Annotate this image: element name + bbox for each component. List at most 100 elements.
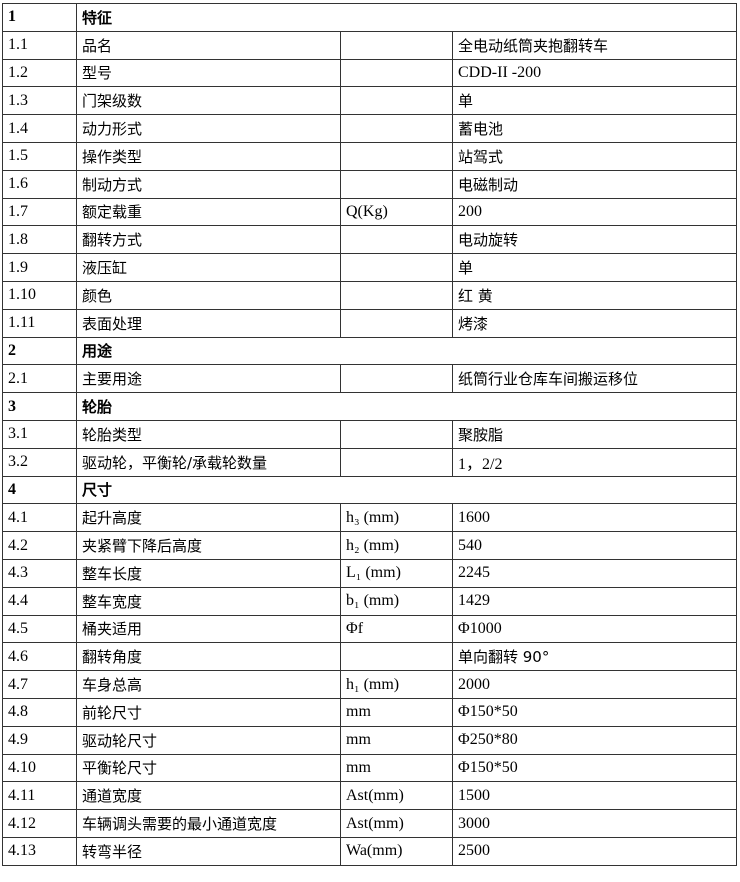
- row-number: 4.1: [2, 503, 77, 533]
- item-unit: Q(Kg): [340, 197, 453, 227]
- table-row: 4.8 前轮尺寸 mm Φ150*50: [2, 697, 738, 727]
- item-name: 表面处理: [76, 308, 341, 338]
- row-number: 4.10: [2, 753, 77, 783]
- section-title: 用途: [75, 336, 738, 366]
- table-row: 4.4 整车宽度 b₁ (mm) 1429: [2, 586, 738, 616]
- table-row: 1.2 型号 CDD-II -200: [2, 58, 738, 88]
- row-number: 1.2: [2, 58, 77, 88]
- row-number: 1.5: [2, 141, 77, 171]
- item-name: 翻转方式: [76, 225, 341, 255]
- row-number: 1.8: [2, 225, 77, 255]
- table-row: 2.1 主要用途 纸筒行业仓库车间搬运移位: [2, 364, 738, 394]
- section-row: 4 尺寸: [2, 475, 738, 505]
- item-unit: [340, 419, 453, 449]
- item-name: 夹紧臂下降后高度: [76, 531, 341, 560]
- item-unit: [340, 308, 453, 338]
- table-row: 1.8 翻转方式 电动旋转: [2, 225, 738, 255]
- item-name: 平衡轮尺寸: [76, 753, 341, 783]
- row-number: 1.10: [2, 280, 77, 310]
- row-number: 4: [2, 475, 77, 505]
- row-number: 4.7: [2, 670, 77, 699]
- item-name: 门架级数: [76, 86, 341, 116]
- item-value: 1，2/2: [451, 447, 738, 477]
- spec-table: 1 特征 1.1 品名 全电动纸筒夹抱翻转车 1.2 型号 CDD-II -200 1.3 门架级…: [2, 3, 738, 866]
- section-title: 特征: [75, 3, 738, 32]
- item-name: 驱动轮尺寸: [76, 725, 341, 755]
- section-row: 1 特征: [2, 3, 738, 32]
- row-number: 1.4: [2, 114, 77, 143]
- row-number: 1.7: [2, 197, 77, 227]
- item-unit: [340, 364, 453, 394]
- item-unit: [340, 58, 453, 88]
- table-row: 4.5 桶夹适用 Φf Φ1000: [2, 614, 738, 644]
- item-value: 纸筒行业仓库车间搬运移位: [451, 364, 738, 394]
- item-value: 烤漆: [451, 308, 738, 338]
- item-value: 聚胺脂: [451, 419, 738, 449]
- row-number: 1.1: [2, 30, 77, 60]
- item-name: 驱动轮，平衡轮/承载轮数量: [76, 447, 341, 477]
- item-name: 转弯半径: [76, 836, 341, 866]
- item-value: Φ250*80: [451, 725, 738, 755]
- item-value: 3000: [451, 809, 738, 838]
- table-row: 4.9 驱动轮尺寸 mm Φ250*80: [2, 725, 738, 755]
- item-value: 200: [451, 197, 738, 227]
- item-unit: L₁ (mm): [340, 558, 453, 588]
- item-unit: b₁ (mm): [340, 586, 453, 616]
- item-unit: mm: [340, 753, 453, 783]
- item-name: 通道宽度: [76, 781, 341, 811]
- item-value: 1500: [451, 781, 738, 811]
- row-number: 4.13: [2, 836, 77, 866]
- item-unit: [340, 642, 453, 672]
- row-number: 2.1: [2, 364, 77, 394]
- table-row: 4.3 整车长度 L₁ (mm) 2245: [2, 558, 738, 588]
- item-name: 翻转角度: [76, 642, 341, 672]
- item-name: 品名: [76, 30, 341, 60]
- item-name: 型号: [76, 58, 341, 88]
- item-value: 2245: [451, 558, 738, 588]
- item-name: 整车宽度: [76, 586, 341, 616]
- item-unit: [340, 225, 453, 255]
- table-row: 4.6 翻转角度 单向翻转 90°: [2, 642, 738, 672]
- table-row: 3.1 轮胎类型 聚胺脂: [2, 419, 738, 449]
- item-name: 整车长度: [76, 558, 341, 588]
- row-number: 4.9: [2, 725, 77, 755]
- table-row: 4.12 车辆调头需要的最小通道宽度 Ast(mm) 3000: [2, 809, 738, 838]
- item-name: 动力形式: [76, 114, 341, 143]
- item-value: 单: [451, 253, 738, 282]
- item-unit: [340, 30, 453, 60]
- item-unit: h₃ (mm): [340, 503, 453, 533]
- item-unit: [340, 447, 453, 477]
- item-name: 车辆调头需要的最小通道宽度: [76, 809, 341, 838]
- row-number: 1.6: [2, 169, 77, 199]
- item-name: 操作类型: [76, 141, 341, 171]
- item-name: 液压缸: [76, 253, 341, 282]
- item-value: Φ150*50: [451, 697, 738, 727]
- row-number: 1.3: [2, 86, 77, 116]
- item-unit: Ast(mm): [340, 809, 453, 838]
- table-row: 4.1 起升高度 h₃ (mm) 1600: [2, 503, 738, 533]
- table-row: 1.4 动力形式 蓄电池: [2, 114, 738, 143]
- item-unit: mm: [340, 697, 453, 727]
- table-row: 1.10 颜色 红 黄: [2, 280, 738, 310]
- item-name: 起升高度: [76, 503, 341, 533]
- item-name: 桶夹适用: [76, 614, 341, 644]
- item-value: 站驾式: [451, 141, 738, 171]
- item-value: 单向翻转 90°: [451, 642, 738, 672]
- table-row: 4.11 通道宽度 Ast(mm) 1500: [2, 781, 738, 811]
- table-row: 4.2 夹紧臂下降后高度 h₂ (mm) 540: [2, 531, 738, 560]
- item-value: Φ1000: [451, 614, 738, 644]
- item-unit: [340, 169, 453, 199]
- item-name: 额定载重: [76, 197, 341, 227]
- row-number: 4.4: [2, 586, 77, 616]
- row-number: 1.11: [2, 308, 77, 338]
- item-unit: mm: [340, 725, 453, 755]
- item-unit: [340, 141, 453, 171]
- item-unit: Wa(mm): [340, 836, 453, 866]
- item-unit: [340, 280, 453, 310]
- table-row: 1.3 门架级数 单: [2, 86, 738, 116]
- table-row: 1.7 额定载重 Q(Kg) 200: [2, 197, 738, 227]
- item-value: 单: [451, 86, 738, 116]
- item-value: Φ150*50: [451, 753, 738, 783]
- row-number: 3.2: [2, 447, 77, 477]
- item-unit: h₂ (mm): [340, 531, 453, 560]
